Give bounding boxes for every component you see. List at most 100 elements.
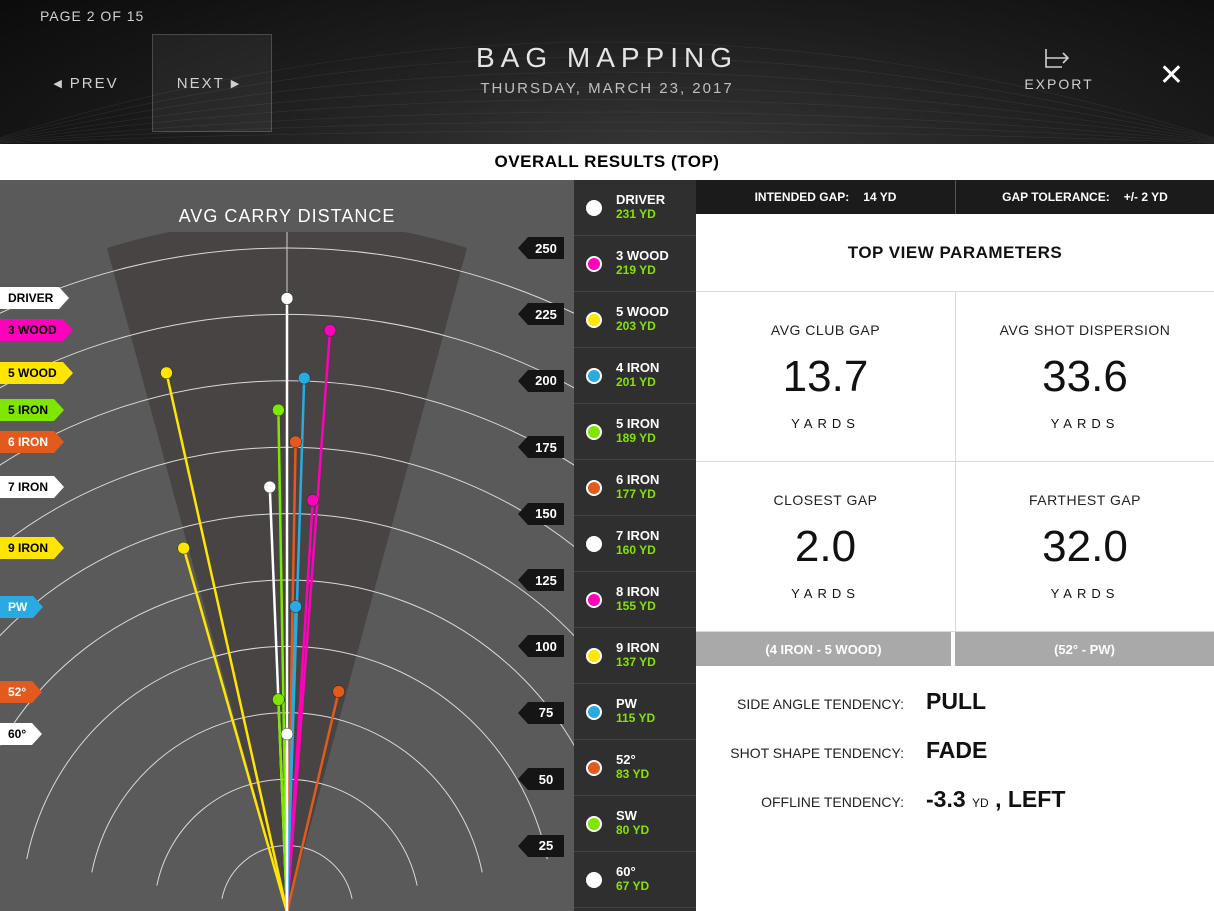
- legend-club-distance: 177 YD: [616, 488, 659, 502]
- club-tag: 60°: [0, 723, 32, 745]
- legend-dot-icon: [586, 872, 602, 888]
- stat-row-1: AVG CLUB GAP 13.7 YARDS AVG SHOT DISPERS…: [696, 292, 1214, 462]
- stat-farthest-gap: FARTHEST GAP 32.0 YARDS: [955, 462, 1214, 631]
- legend-dot-icon: [586, 312, 602, 328]
- legend-item[interactable]: 5 IRON189 YD: [574, 404, 696, 460]
- legend-club-name: 6 IRON: [616, 473, 659, 488]
- legend-club-distance: 115 YD: [616, 712, 655, 726]
- farthest-gap-range: (52° - PW): [955, 632, 1214, 666]
- legend-club-name: 60°: [616, 865, 649, 880]
- distance-tick: 100: [528, 635, 564, 657]
- legend-item[interactable]: PW115 YD: [574, 684, 696, 740]
- legend-dot-icon: [586, 424, 602, 440]
- legend-item[interactable]: 7 IRON160 YD: [574, 516, 696, 572]
- stat-row-2: CLOSEST GAP 2.0 YARDS FARTHEST GAP 32.0 …: [696, 462, 1214, 632]
- legend-club-distance: 80 YD: [616, 824, 649, 838]
- legend-text: 6 IRON177 YD: [616, 473, 659, 502]
- legend-dot-icon: [586, 200, 602, 216]
- stat-unit: YARDS: [791, 586, 860, 601]
- distance-tick: 50: [528, 768, 564, 790]
- legend-item[interactable]: SW80 YD: [574, 796, 696, 852]
- stat-value: 13.7: [783, 352, 869, 402]
- legend-club-distance: 155 YD: [616, 600, 659, 614]
- legend-text: 5 IRON189 YD: [616, 417, 659, 446]
- legend-item[interactable]: 9 IRON137 YD: [574, 628, 696, 684]
- stat-unit: YARDS: [1051, 586, 1120, 601]
- club-tag: 52°: [0, 681, 32, 703]
- offline-direction: , LEFT: [995, 786, 1065, 812]
- legend-text: 8 IRON155 YD: [616, 585, 659, 614]
- close-icon: ✕: [1159, 59, 1184, 92]
- shot-shape-tendency: SHOT SHAPE TENDENCY: FADE: [726, 737, 1184, 764]
- legend-item[interactable]: 52°83 YD: [574, 740, 696, 796]
- distance-tick: 150: [528, 503, 564, 525]
- club-legend: DRIVER231 YD 3 WOOD219 YD 5 WOOD203 YD 4 IR…: [574, 180, 696, 911]
- club-tag: 9 IRON: [0, 537, 54, 559]
- legend-item[interactable]: 3 WOOD219 YD: [574, 236, 696, 292]
- legend-club-name: PW: [616, 697, 655, 712]
- legend-text: 52°83 YD: [616, 753, 649, 782]
- club-tag: 5 IRON: [0, 399, 54, 421]
- legend-item[interactable]: 4 IRON201 YD: [574, 348, 696, 404]
- section-subheader: OVERALL RESULTS (TOP): [0, 144, 1214, 180]
- tend-label: OFFLINE TENDENCY:: [726, 794, 926, 810]
- chart-title: AVG CARRY DISTANCE: [0, 206, 574, 227]
- legend-item[interactable]: 5 WOOD203 YD: [574, 292, 696, 348]
- stat-value: 32.0: [1042, 522, 1128, 572]
- legend-dot-icon: [586, 536, 602, 552]
- page-indicator: PAGE 2 OF 15: [40, 8, 144, 24]
- tend-value: FADE: [926, 737, 1184, 764]
- legend-text: 9 IRON137 YD: [616, 641, 659, 670]
- stat-avg-shot-dispersion: AVG SHOT DISPERSION 33.6 YARDS: [955, 292, 1214, 461]
- intended-gap: INTENDED GAP: 14 YD: [696, 180, 955, 214]
- legend-club-name: 4 IRON: [616, 361, 659, 376]
- legend-item[interactable]: DRIVER231 YD: [574, 180, 696, 236]
- legend-text: 3 WOOD219 YD: [616, 249, 669, 278]
- stat-unit: YARDS: [791, 416, 860, 431]
- close-button[interactable]: ✕: [1159, 58, 1184, 93]
- legend-text: 5 WOOD203 YD: [616, 305, 669, 334]
- legend-item[interactable]: 8 IRON155 YD: [574, 572, 696, 628]
- club-tag: 7 IRON: [0, 476, 54, 498]
- tend-value: -3.3 YD , LEFT: [926, 786, 1184, 813]
- stat-label: FARTHEST GAP: [1029, 492, 1141, 508]
- club-tag: DRIVER: [0, 287, 59, 309]
- offline-unit: YD: [972, 796, 989, 810]
- legend-club-name: 5 WOOD: [616, 305, 669, 320]
- stat-avg-club-gap: AVG CLUB GAP 13.7 YARDS: [696, 292, 955, 461]
- legend-club-name: SW: [616, 809, 649, 824]
- legend-club-distance: 137 YD: [616, 656, 659, 670]
- stat-unit: YARDS: [1051, 416, 1120, 431]
- club-tag: PW: [0, 596, 33, 618]
- legend-club-distance: 83 YD: [616, 768, 649, 782]
- distance-tick: 250: [528, 237, 564, 259]
- legend-club-name: 9 IRON: [616, 641, 659, 656]
- legend-club-distance: 201 YD: [616, 376, 659, 390]
- distance-tick: 25: [528, 835, 564, 857]
- legend-club-name: 8 IRON: [616, 585, 659, 600]
- legend-club-distance: 189 YD: [616, 432, 659, 446]
- legend-dot-icon: [586, 480, 602, 496]
- stat-closest-gap: CLOSEST GAP 2.0 YARDS: [696, 462, 955, 631]
- club-tag: 6 IRON: [0, 431, 54, 453]
- club-tag: 3 WOOD: [0, 319, 63, 341]
- legend-text: 60°67 YD: [616, 865, 649, 894]
- legend-item[interactable]: 6 IRON177 YD: [574, 460, 696, 516]
- parameters-panel: INTENDED GAP: 14 YD GAP TOLERANCE: +/- 2…: [696, 180, 1214, 911]
- legend-text: 4 IRON201 YD: [616, 361, 659, 390]
- legend-dot-icon: [586, 760, 602, 776]
- gap-info-bar: INTENDED GAP: 14 YD GAP TOLERANCE: +/- 2…: [696, 180, 1214, 214]
- legend-club-distance: 67 YD: [616, 880, 649, 894]
- legend-club-name: 7 IRON: [616, 529, 659, 544]
- distance-tick: 175: [528, 436, 564, 458]
- intended-gap-label: INTENDED GAP:: [755, 190, 850, 204]
- legend-dot-icon: [586, 816, 602, 832]
- main-layout: AVG CARRY DISTANCE 250225200175150125100…: [0, 180, 1214, 911]
- legend-item[interactable]: 60°67 YD: [574, 852, 696, 908]
- legend-club-distance: 160 YD: [616, 544, 659, 558]
- tend-label: SHOT SHAPE TENDENCY:: [726, 745, 926, 761]
- export-button[interactable]: EXPORT: [1014, 46, 1104, 92]
- club-tag: 5 WOOD: [0, 362, 63, 384]
- closest-gap-range: (4 IRON - 5 WOOD): [696, 632, 955, 666]
- export-button-label: EXPORT: [1024, 76, 1093, 92]
